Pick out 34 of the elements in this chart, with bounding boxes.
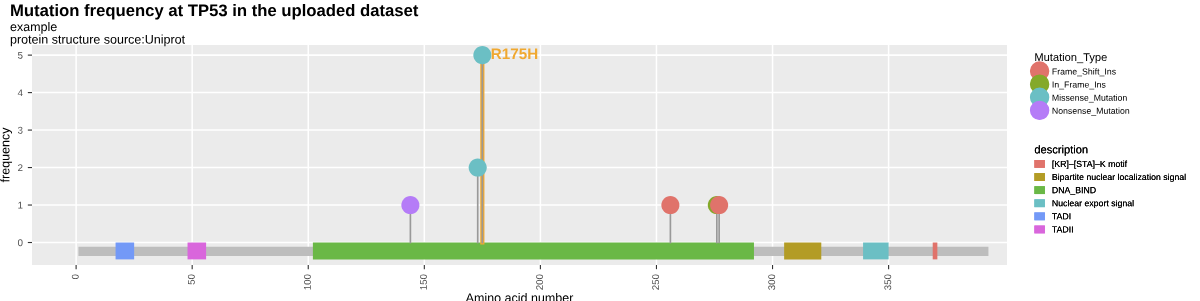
- x-tick-label: 350: [884, 274, 892, 290]
- y-tick-label: 2: [18, 164, 23, 172]
- legend-label: TADII: [1052, 226, 1073, 233]
- point: [468, 158, 487, 177]
- legend-label: Bipartite nuclear localization signal: [1052, 173, 1186, 182]
- legend-label: TADI: [1052, 213, 1071, 220]
- x-tick-label: 300: [768, 274, 776, 290]
- legend-label: In_Frame_Ins: [1052, 81, 1106, 90]
- x-tick-label: 50: [187, 274, 195, 285]
- x-tick-label: 100: [303, 274, 311, 290]
- point: [401, 195, 420, 215]
- x-tick-label: 0: [71, 274, 79, 280]
- point: [473, 46, 492, 65]
- legend-label: Nonsense_Mutation: [1052, 107, 1130, 116]
- text: description: [1034, 145, 1088, 156]
- y-tick-label: 1: [18, 201, 23, 209]
- legend-label: Nuclear export signal: [1052, 199, 1134, 209]
- chart-subtitle: example protein structure source:Uniprot: [10, 22, 185, 47]
- legend-label: DNA_BIND: [1052, 187, 1096, 195]
- point: [661, 195, 680, 215]
- y-tick-label: 3: [17, 126, 23, 134]
- x-tick-label: 250: [652, 274, 660, 290]
- legend-label: [KR]–[STA]–K motif: [1052, 160, 1128, 169]
- legend-label: Frame_Shift_Ins: [1052, 68, 1116, 77]
- y-tick-label: 0: [17, 239, 23, 247]
- annotation: R175H: [491, 48, 538, 60]
- y-tick-label: 5: [17, 51, 23, 59]
- legend-label: Missense_Mutation: [1052, 94, 1127, 103]
- x-tick-label: 150: [420, 274, 427, 290]
- chart-title: Mutation frequency at TP53 in the uploaded dataset: [11, 4, 419, 20]
- y-axis-title: frequency: [0, 127, 13, 183]
- x-tick-label: 200: [536, 274, 543, 290]
- y-tick-label: 4: [17, 89, 23, 97]
- text: Mutation_Type: [1035, 52, 1107, 64]
